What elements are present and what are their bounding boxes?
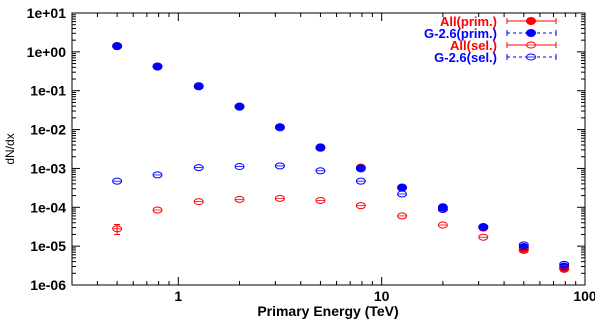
legend-marker xyxy=(526,29,536,37)
data-point xyxy=(397,183,408,192)
y-tick-label: 1e-05 xyxy=(30,238,66,254)
plot-frame xyxy=(71,12,586,286)
y-tick-label: 1e-03 xyxy=(30,160,66,176)
data-point xyxy=(234,102,245,111)
legend: All(prim.)G-2.6(prim.)All(sel.)G-2.6(sel… xyxy=(424,14,557,65)
legend-label: G-2.6(sel.) xyxy=(434,50,497,65)
data-point xyxy=(152,62,163,71)
y-tick-label: 1e-06 xyxy=(30,277,66,293)
series-g-2-6-sel xyxy=(112,162,570,268)
y-tick-label: 1e-01 xyxy=(30,83,66,99)
series-all-prim xyxy=(112,42,570,273)
series-all-sel xyxy=(112,194,570,272)
axis-tick-labels: 1e+01 1e+00 1e-01 1e-02 1e-03 1e-04 1e-05 1e-06… xyxy=(27,5,595,304)
legend-label: G-2.6(prim.) xyxy=(424,26,497,41)
x-tick-label: 1 xyxy=(174,288,182,304)
data-series xyxy=(112,42,570,273)
data-point xyxy=(112,42,123,51)
y-axis-title: dN/dx xyxy=(3,133,17,164)
y-tick-label: 1e-02 xyxy=(30,122,66,138)
series-g-2-6-prim xyxy=(112,42,570,271)
data-point xyxy=(193,82,204,91)
y-tick-label: 1e-04 xyxy=(30,199,66,215)
x-axis-title: Primary Energy (TeV) xyxy=(257,303,398,319)
data-point xyxy=(437,203,448,212)
data-point xyxy=(355,164,366,173)
legend-label: All(prim.) xyxy=(440,14,497,29)
y-tick-label: 1e+01 xyxy=(27,5,67,21)
x-tick-label: 10 xyxy=(374,288,390,304)
data-point xyxy=(274,123,285,132)
axis-ticks xyxy=(71,12,586,286)
x-tick-label: 100 xyxy=(573,288,595,304)
legend-label: All(sel.) xyxy=(450,38,497,53)
data-point xyxy=(315,143,326,152)
y-tick-label: 1e+00 xyxy=(27,44,67,60)
legend-marker xyxy=(526,17,536,25)
